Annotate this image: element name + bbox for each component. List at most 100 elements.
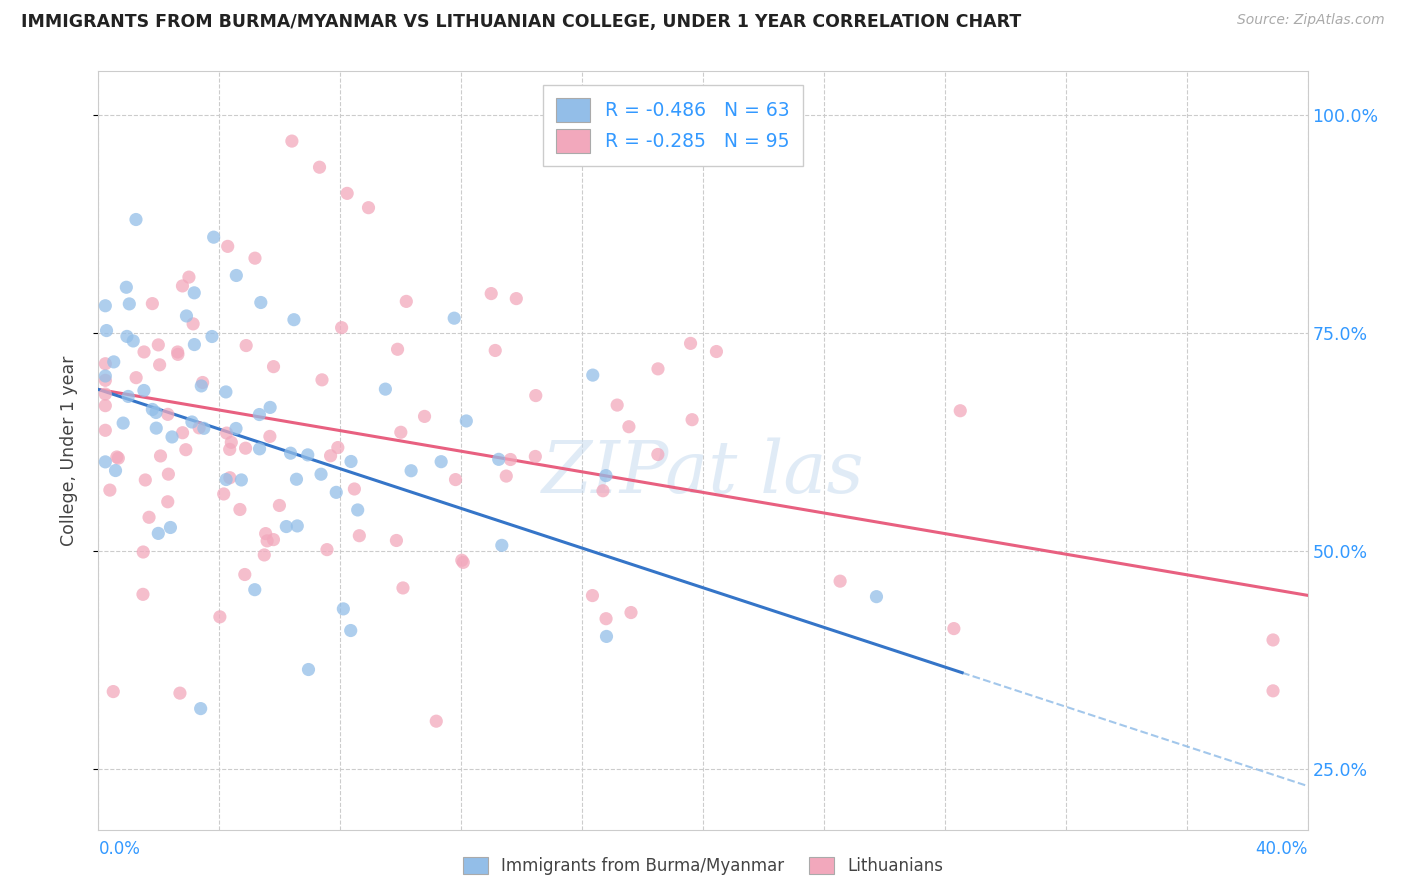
Point bbox=[212, 487, 235, 501]
Point bbox=[132, 545, 155, 559]
Legend: R = -0.486   N = 63, R = -0.285   N = 95: R = -0.486 N = 63, R = -0.285 N = 95 bbox=[543, 85, 803, 167]
Point bbox=[159, 520, 181, 534]
Point bbox=[235, 441, 257, 455]
Y-axis label: College, Under 1 year: College, Under 1 year bbox=[59, 355, 77, 546]
Point bbox=[595, 629, 617, 643]
Point bbox=[172, 425, 194, 440]
Point bbox=[332, 602, 354, 616]
Point bbox=[103, 355, 125, 369]
Text: 0.0%: 0.0% bbox=[98, 840, 141, 858]
Point bbox=[145, 405, 167, 419]
Point bbox=[125, 212, 148, 227]
Point bbox=[243, 582, 266, 597]
Point bbox=[201, 329, 224, 343]
Point bbox=[451, 555, 474, 569]
Text: Source: ZipAtlas.com: Source: ZipAtlas.com bbox=[1237, 13, 1385, 28]
Point bbox=[592, 483, 614, 498]
Point bbox=[830, 574, 852, 589]
Point bbox=[188, 421, 211, 435]
Point bbox=[112, 416, 135, 430]
Point bbox=[190, 379, 212, 393]
Point bbox=[254, 526, 277, 541]
Point bbox=[183, 337, 205, 351]
Point bbox=[149, 358, 172, 372]
Point bbox=[94, 387, 117, 401]
Point bbox=[215, 384, 238, 399]
Point bbox=[166, 345, 188, 359]
Point bbox=[617, 419, 640, 434]
Point bbox=[138, 510, 160, 524]
Point bbox=[141, 296, 163, 310]
Point bbox=[606, 398, 628, 412]
Point bbox=[176, 309, 198, 323]
Point bbox=[98, 483, 121, 497]
Point bbox=[132, 384, 155, 398]
Point bbox=[524, 388, 547, 402]
Point bbox=[94, 423, 117, 437]
Point bbox=[357, 201, 380, 215]
Point bbox=[499, 452, 522, 467]
Point bbox=[647, 448, 669, 462]
Point bbox=[484, 343, 506, 358]
Point bbox=[1261, 632, 1284, 647]
Point bbox=[524, 450, 547, 464]
Point bbox=[177, 270, 200, 285]
Point bbox=[215, 426, 238, 441]
Point bbox=[325, 485, 347, 500]
Point bbox=[297, 663, 319, 677]
Point bbox=[221, 435, 243, 450]
Point bbox=[1261, 683, 1284, 698]
Point bbox=[581, 589, 603, 603]
Point bbox=[387, 343, 409, 357]
Point bbox=[118, 297, 141, 311]
Point bbox=[620, 606, 643, 620]
Point bbox=[262, 533, 284, 547]
Point bbox=[156, 495, 179, 509]
Point bbox=[374, 382, 396, 396]
Point bbox=[235, 338, 257, 352]
Point bbox=[233, 567, 256, 582]
Point bbox=[316, 542, 339, 557]
Point bbox=[389, 425, 412, 440]
Point bbox=[174, 442, 197, 457]
Point bbox=[336, 186, 359, 201]
Point bbox=[280, 446, 302, 460]
Point bbox=[285, 472, 308, 486]
Point bbox=[456, 414, 478, 428]
Point bbox=[122, 334, 145, 348]
Point bbox=[134, 473, 156, 487]
Point bbox=[595, 612, 617, 626]
Point bbox=[392, 581, 415, 595]
Point bbox=[319, 449, 342, 463]
Point bbox=[104, 464, 127, 478]
Point bbox=[283, 312, 305, 326]
Point bbox=[339, 624, 361, 638]
Point bbox=[180, 415, 202, 429]
Point bbox=[450, 553, 472, 567]
Point bbox=[326, 441, 349, 455]
Point bbox=[385, 533, 408, 548]
Text: 40.0%: 40.0% bbox=[1256, 840, 1308, 858]
Point bbox=[94, 357, 117, 371]
Point bbox=[647, 362, 669, 376]
Point bbox=[942, 622, 965, 636]
Point bbox=[495, 469, 517, 483]
Point bbox=[145, 421, 167, 435]
Point bbox=[217, 239, 239, 253]
Point bbox=[281, 134, 304, 148]
Point bbox=[96, 324, 118, 338]
Point bbox=[218, 442, 240, 457]
Point bbox=[160, 430, 183, 444]
Legend: Immigrants from Burma/Myanmar, Lithuanians: Immigrants from Burma/Myanmar, Lithuania… bbox=[454, 849, 952, 884]
Point bbox=[229, 502, 252, 516]
Point bbox=[183, 285, 205, 300]
Point bbox=[269, 499, 291, 513]
Point bbox=[94, 455, 117, 469]
Point bbox=[191, 376, 214, 390]
Point bbox=[413, 409, 436, 424]
Point bbox=[249, 442, 271, 456]
Point bbox=[346, 503, 368, 517]
Point bbox=[395, 294, 418, 309]
Point bbox=[115, 329, 138, 343]
Point bbox=[309, 467, 332, 482]
